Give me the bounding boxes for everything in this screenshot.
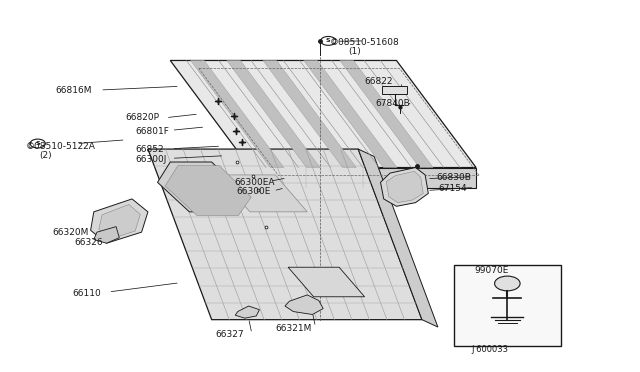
Polygon shape (288, 267, 365, 297)
Text: 66300J: 66300J (135, 155, 166, 164)
Text: (1): (1) (349, 47, 362, 56)
Polygon shape (94, 227, 119, 243)
Polygon shape (91, 199, 148, 243)
Text: 67840B: 67840B (376, 99, 410, 108)
Text: S: S (326, 38, 331, 44)
Text: 66300EA: 66300EA (234, 178, 275, 187)
Polygon shape (99, 205, 140, 240)
Polygon shape (382, 86, 407, 94)
Polygon shape (387, 171, 423, 203)
Bar (454, 265, 561, 346)
Polygon shape (218, 175, 307, 212)
Polygon shape (340, 61, 433, 167)
Text: 99070E: 99070E (474, 266, 509, 275)
Text: 66320M: 66320M (52, 228, 89, 237)
Polygon shape (285, 295, 323, 314)
Polygon shape (263, 61, 356, 167)
Polygon shape (227, 61, 320, 167)
Text: ©08510-5122A: ©08510-5122A (26, 142, 95, 151)
Text: ©08510-51608: ©08510-51608 (330, 38, 400, 46)
Polygon shape (148, 149, 422, 320)
Text: 66830B: 66830B (436, 173, 471, 182)
Polygon shape (358, 149, 438, 327)
Text: 66820P: 66820P (125, 113, 159, 122)
Polygon shape (304, 61, 397, 167)
Text: 66321M: 66321M (275, 324, 312, 333)
Text: 66300E: 66300E (236, 187, 270, 196)
Polygon shape (157, 162, 244, 212)
Text: 66852: 66852 (135, 145, 164, 154)
Text: (2): (2) (40, 151, 52, 160)
Polygon shape (191, 61, 284, 167)
Polygon shape (165, 166, 251, 215)
Text: 66326: 66326 (75, 238, 103, 247)
Text: 66822: 66822 (365, 77, 393, 86)
Text: S: S (35, 141, 40, 146)
Polygon shape (236, 306, 259, 318)
Polygon shape (250, 167, 476, 188)
Text: 67154: 67154 (438, 184, 467, 193)
Text: J 600033: J 600033 (472, 345, 509, 354)
Text: 66327: 66327 (216, 330, 244, 339)
Text: 66110: 66110 (73, 289, 102, 298)
Circle shape (495, 276, 520, 291)
Polygon shape (170, 61, 476, 167)
Polygon shape (381, 167, 428, 206)
Text: 66801F: 66801F (135, 127, 169, 136)
Text: 66816M: 66816M (56, 86, 92, 94)
